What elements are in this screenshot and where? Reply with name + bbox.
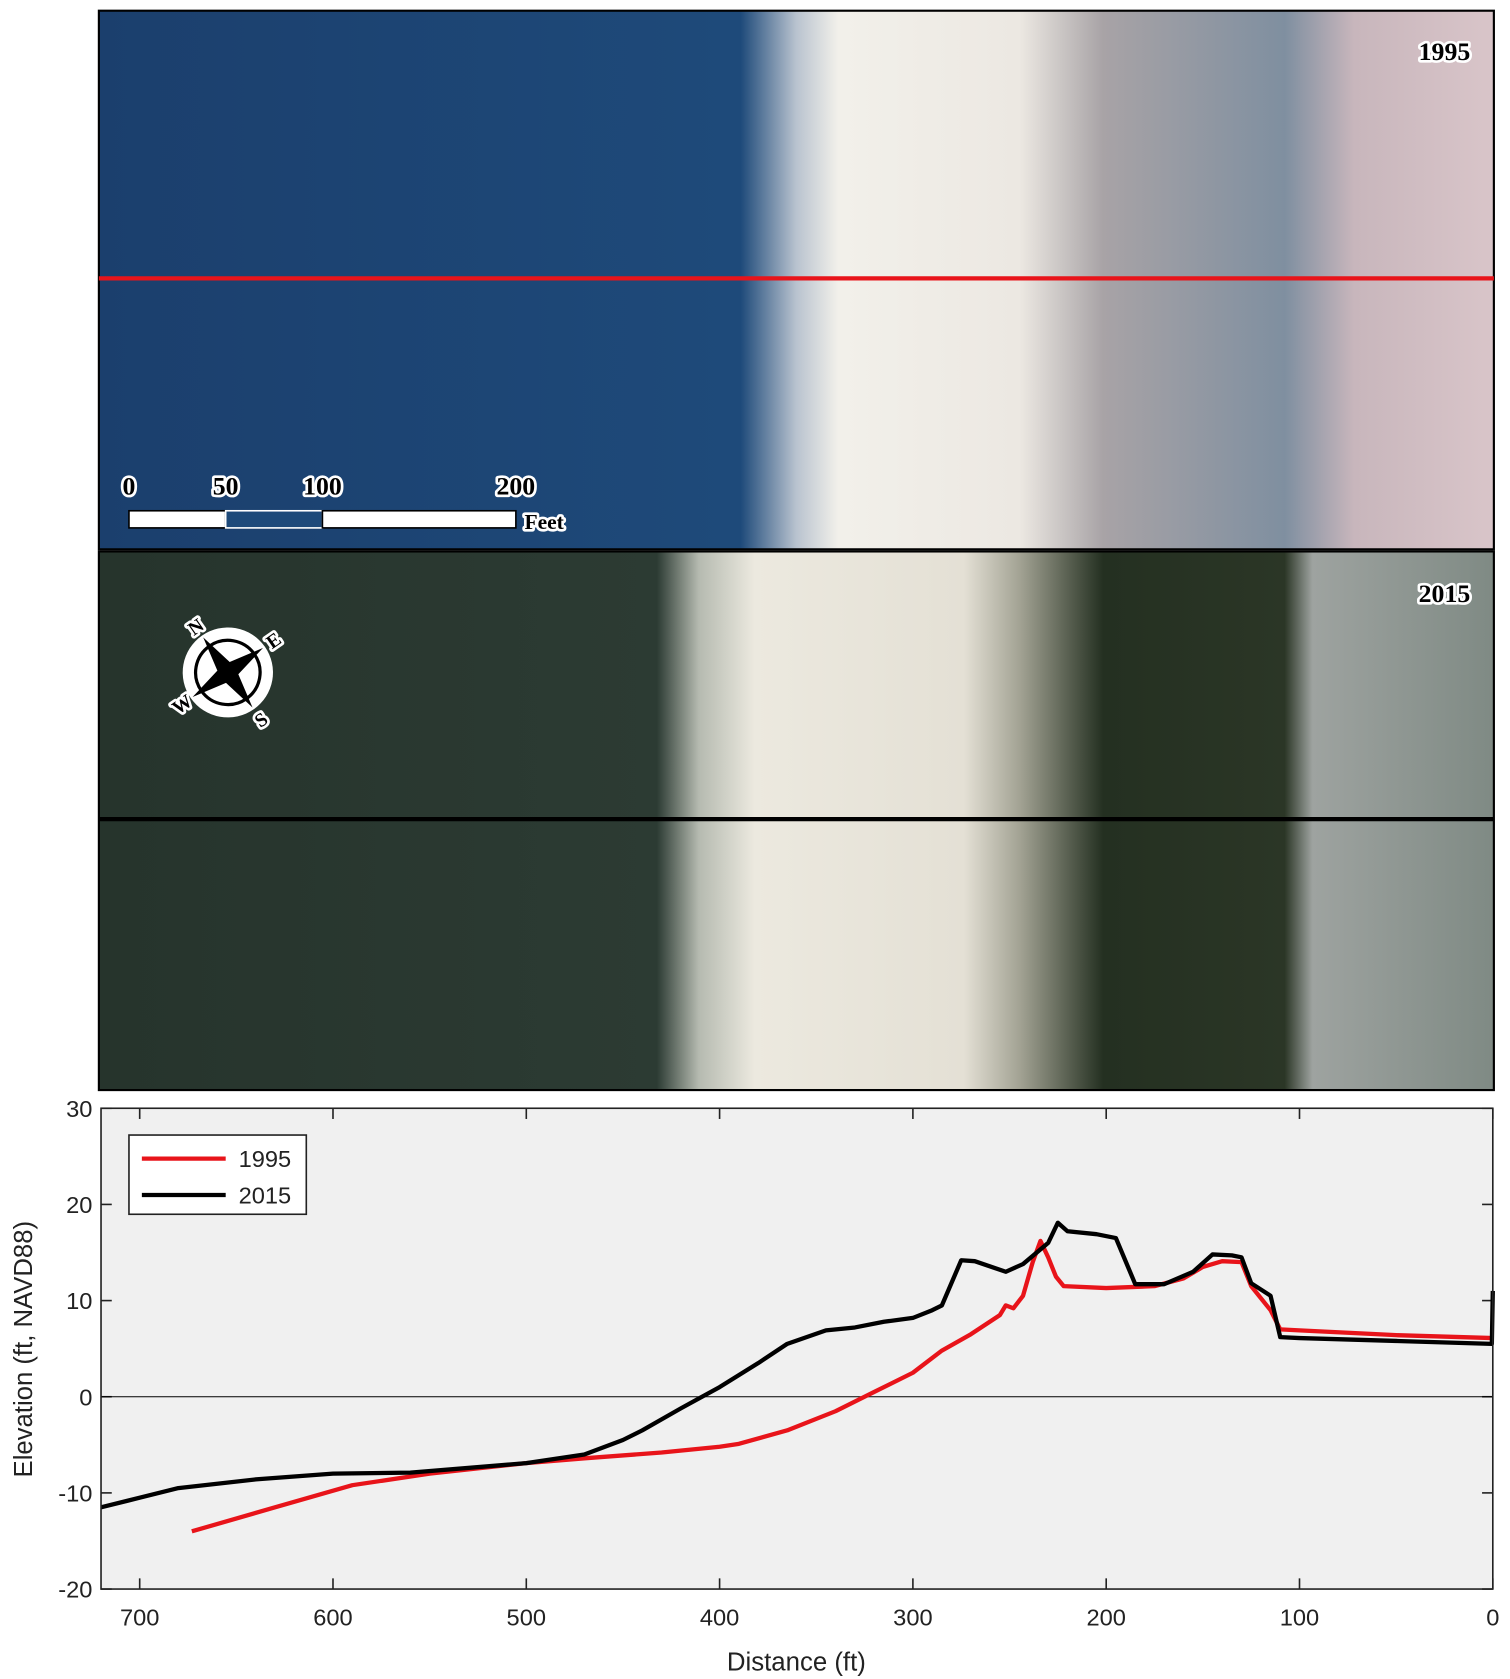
x-tick-label: 600 xyxy=(313,1605,352,1631)
scale-segment xyxy=(224,509,324,529)
y-tick-label: 0 xyxy=(79,1385,92,1411)
x-tick-label: 500 xyxy=(507,1605,546,1631)
line-series xyxy=(100,1220,1495,1510)
scale-unit: Feet xyxy=(524,510,564,534)
y-tick-label: 30 xyxy=(66,1097,92,1123)
photo-label: 1995 xyxy=(1419,37,1471,66)
legend-label: 1995 xyxy=(239,1147,292,1173)
x-tick-label: 0 xyxy=(1486,1605,1499,1631)
chart: 700 600 500 400 300 200 100 0 -20 -10 0 10 20 30 1995 2… xyxy=(58,1097,1499,1632)
scale-label: 0 xyxy=(123,472,136,501)
y-tick-label: 20 xyxy=(66,1193,92,1219)
x-axis-label: Distance (ft) xyxy=(727,1648,866,1676)
x-tick-label: 300 xyxy=(893,1605,932,1631)
scale-segment xyxy=(128,509,227,529)
y-tick-label: -10 xyxy=(58,1481,92,1507)
x-tick-label: 700 xyxy=(120,1605,159,1631)
scale-label: 100 xyxy=(303,472,342,501)
plot-frame xyxy=(100,1107,1494,1590)
x-tick-label: 200 xyxy=(1086,1605,1125,1631)
compass-star xyxy=(192,637,264,708)
plot-area xyxy=(101,1108,1493,1590)
scale-segment xyxy=(321,509,517,529)
x-tick-label: 100 xyxy=(1280,1605,1319,1631)
scale-bar: 0 50 100 200 Feet xyxy=(120,469,568,537)
x-tick-label: 400 xyxy=(700,1605,739,1631)
y-tick-label: 10 xyxy=(66,1289,92,1315)
y-tick-label: -20 xyxy=(58,1578,92,1604)
photo-label: 2015 xyxy=(1419,579,1471,608)
legend-box xyxy=(128,1134,308,1216)
y-axis-label: Elevation (ft, NAVD88) xyxy=(10,1221,38,1477)
scale-label: 200 xyxy=(497,472,536,501)
scale-label: 50 xyxy=(213,472,239,501)
legend-label: 2015 xyxy=(239,1184,292,1210)
